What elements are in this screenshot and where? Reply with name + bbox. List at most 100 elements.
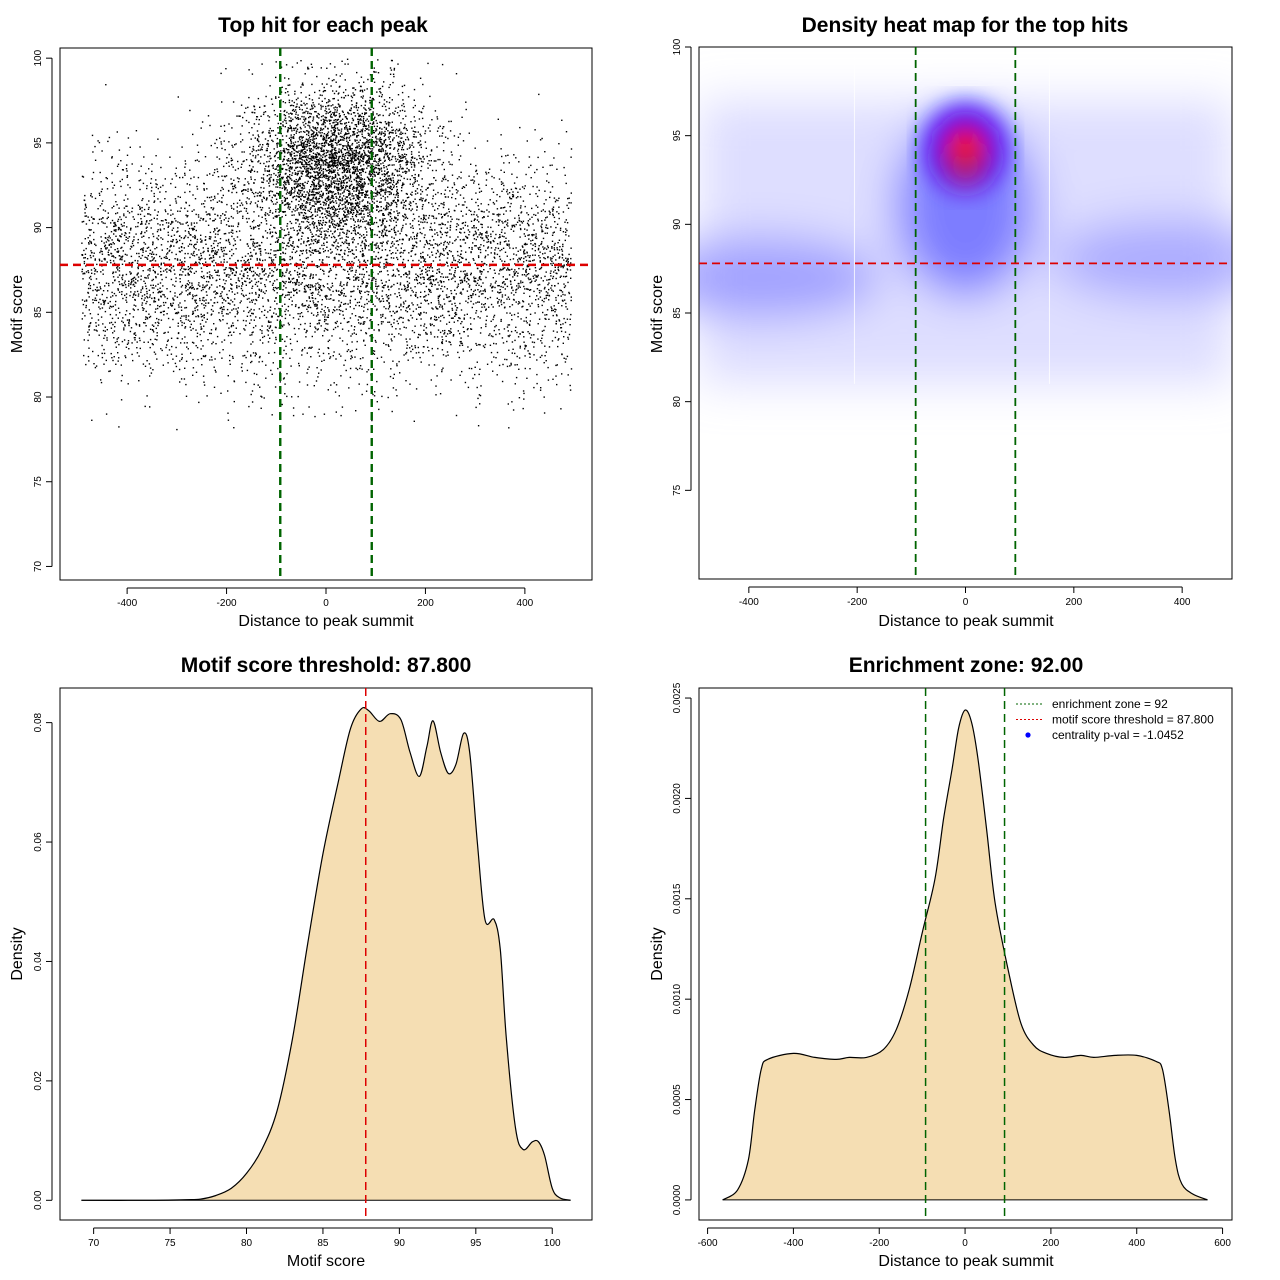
scatter-point — [147, 255, 149, 257]
scatter-point — [565, 234, 567, 236]
scatter-point — [251, 401, 254, 403]
scatter-point — [277, 315, 279, 318]
scatter-point — [402, 252, 404, 254]
scatter-point — [263, 335, 266, 338]
scatter-point — [298, 328, 300, 330]
scatter-point — [498, 221, 500, 223]
scatter-point — [100, 248, 102, 250]
scatter-point — [252, 341, 254, 343]
scatter-point — [324, 316, 326, 318]
scatter-point — [327, 323, 329, 325]
scatter-point — [81, 299, 84, 301]
scatter-point — [220, 293, 222, 295]
scatter-point — [386, 235, 388, 237]
scatter-point — [470, 220, 473, 222]
scatter-point — [473, 278, 476, 280]
scatter-point — [203, 206, 206, 208]
scatter-point — [302, 305, 304, 307]
scatter-point — [306, 329, 308, 332]
scatter-point — [251, 332, 253, 334]
scatter-point — [256, 373, 258, 376]
scatter-point — [508, 243, 510, 245]
scatter-point — [81, 318, 83, 320]
scatter-point — [87, 270, 89, 272]
scatter-point — [311, 249, 314, 251]
scatter-point — [474, 262, 476, 265]
scatter-point — [214, 197, 216, 199]
scatter-point — [471, 227, 473, 229]
scatter-point — [85, 265, 87, 267]
scatter-point — [405, 216, 407, 218]
scatter-point — [273, 351, 276, 354]
scatter-point — [460, 340, 462, 343]
scatter-point — [382, 241, 384, 243]
scatter-point — [391, 275, 393, 277]
scatter-point — [531, 248, 534, 250]
scatter-point — [262, 196, 265, 198]
scatter-point — [514, 383, 516, 385]
scatter-point — [461, 344, 464, 346]
scatter-point — [160, 257, 163, 260]
scatter-point — [396, 395, 398, 397]
scatter-point — [289, 342, 292, 345]
scatter-point — [495, 357, 497, 359]
scatter-point — [299, 190, 301, 192]
scatter-point — [463, 317, 465, 319]
scatter-point — [528, 332, 531, 335]
scatter-point — [519, 236, 521, 238]
scatter-point — [268, 352, 270, 354]
scatter-point — [348, 277, 350, 279]
scatter-point — [251, 285, 254, 287]
scatter-point — [551, 164, 553, 166]
scatter-point — [121, 293, 123, 296]
scatter-point — [288, 238, 290, 240]
scatter-point — [181, 338, 183, 340]
scatter-point — [527, 234, 529, 237]
scatter-point — [122, 250, 124, 252]
scatter-point — [230, 342, 232, 344]
scatter-point — [350, 212, 353, 214]
scatter-point — [184, 268, 186, 271]
scatter-point — [319, 228, 321, 230]
scatter-point — [187, 245, 190, 247]
scatter-point — [187, 272, 189, 275]
scatter-point — [120, 247, 122, 249]
scatter-point — [379, 257, 382, 259]
scatter-point — [187, 231, 190, 233]
scatter-point — [441, 233, 443, 236]
scatter-point — [441, 369, 443, 371]
scatter-point — [545, 226, 547, 229]
scatter-point — [312, 300, 314, 302]
scatter-point — [458, 218, 460, 221]
scatter-point — [341, 340, 344, 342]
scatter-point — [524, 355, 526, 357]
scatter-point — [107, 216, 109, 218]
scatter-point — [183, 268, 185, 270]
scatter-point — [269, 211, 271, 213]
scatter-point — [428, 267, 431, 269]
scatter-point — [190, 329, 192, 331]
scatter-point — [396, 320, 398, 322]
scatter-point — [556, 211, 558, 213]
scatter-point — [289, 194, 291, 196]
scatter-point — [449, 241, 451, 243]
scatter-point — [103, 242, 105, 244]
scatter-point — [524, 243, 527, 246]
scatter-point — [477, 205, 479, 207]
scatter-point — [510, 198, 513, 200]
scatter-point — [401, 288, 403, 290]
scatter-point — [535, 299, 537, 301]
scatter-point — [223, 298, 225, 301]
scatter-point — [342, 258, 344, 260]
scatter-point — [254, 246, 256, 248]
scatter-point — [347, 270, 349, 273]
scatter-point — [286, 225, 288, 227]
scatter-point — [569, 269, 572, 271]
scatter-point — [85, 206, 87, 209]
scatter-point — [567, 338, 570, 340]
scatter-point — [89, 234, 91, 237]
scatter-point — [447, 186, 449, 188]
scatter-point — [249, 334, 251, 336]
scatter-point — [455, 309, 458, 311]
scatter-point — [179, 251, 181, 253]
